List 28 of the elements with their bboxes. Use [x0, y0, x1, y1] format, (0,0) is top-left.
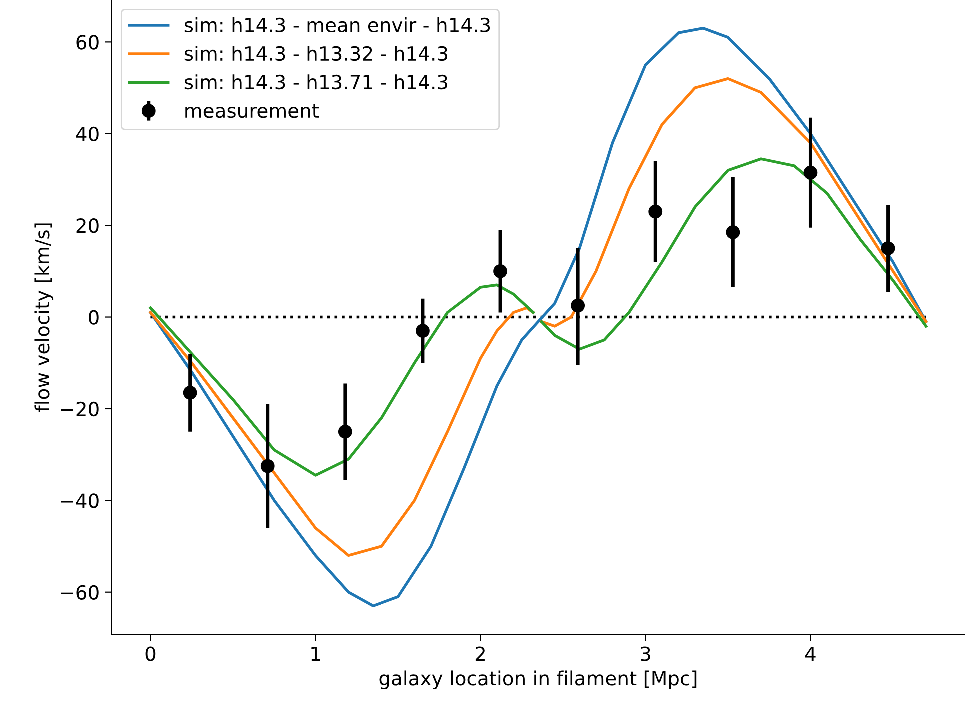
point	[648, 204, 663, 219]
y-tick-label: 40	[76, 126, 99, 142]
point	[571, 298, 586, 313]
legend-label: sim: h14.3 - mean envir - h14.3	[184, 18, 490, 33]
y-tick-label: 60	[76, 35, 99, 50]
point	[494, 264, 508, 278]
x-tick-label: 1	[312, 646, 320, 662]
point	[726, 226, 740, 240]
x-tick-label: 3	[641, 646, 650, 662]
point	[416, 324, 430, 338]
point	[804, 166, 818, 180]
point	[881, 242, 896, 256]
x-tick-label: 4	[805, 646, 816, 662]
point	[183, 386, 198, 400]
x-axis-title: galaxy location in filament [Mpc]	[380, 670, 697, 690]
y-tick-label: 0	[89, 310, 99, 325]
point	[260, 459, 275, 474]
y-tick-label: −20	[61, 402, 99, 417]
y-tick-label: 20	[76, 218, 99, 234]
point	[338, 424, 352, 439]
y-tick-label: −40	[61, 494, 99, 508]
legend-label: sim: h14.3 - h13.32 - h14.3	[184, 46, 448, 62]
legend-label: sim: h14.3 - h13.71 - h14.3	[184, 74, 448, 90]
y-tick-label: −60	[61, 585, 99, 600]
y-axis-title: flow velocity [km/s]	[34, 224, 54, 412]
legend-label: measurement	[186, 104, 320, 118]
x-tick-label: 2	[476, 646, 485, 662]
x-tick-label: 0	[146, 646, 156, 662]
